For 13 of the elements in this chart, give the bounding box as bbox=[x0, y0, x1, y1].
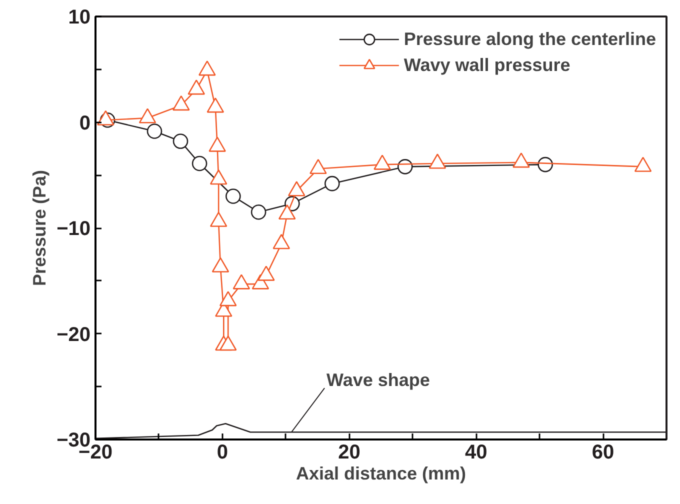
x-axis-title: Axial distance (mm) bbox=[296, 464, 466, 484]
y-tick-label: −10 bbox=[56, 218, 91, 240]
x-tick-label: 40 bbox=[465, 442, 488, 464]
legend-label: Wavy wall pressure bbox=[404, 54, 570, 77]
y-tick-label: −20 bbox=[56, 324, 91, 346]
annotation: Wave shape bbox=[326, 370, 430, 390]
legend-label: Pressure along the centerline bbox=[404, 28, 656, 51]
x-tick-label: 20 bbox=[338, 442, 360, 464]
y-tick-label: 10 bbox=[68, 6, 91, 28]
y-tick-label: 0 bbox=[79, 112, 90, 134]
x-tick-label: 60 bbox=[592, 442, 614, 464]
x-tick-label: 0 bbox=[216, 442, 228, 464]
y-axis-title: Pressure (Pa) bbox=[30, 170, 50, 286]
